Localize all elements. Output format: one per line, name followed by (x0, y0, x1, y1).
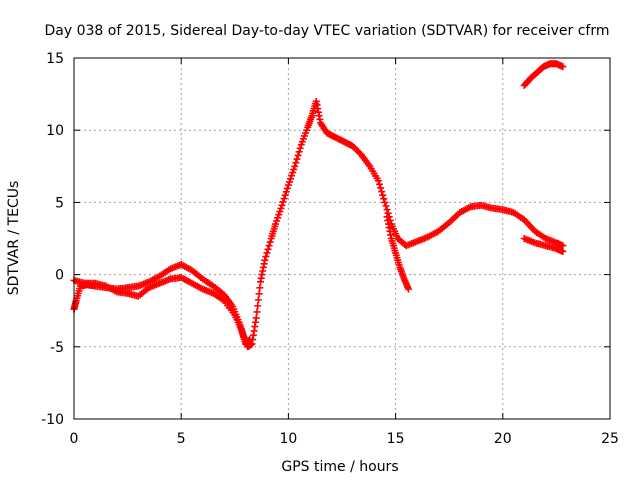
y-tick-label: 0 (55, 268, 64, 284)
data-point (384, 209, 392, 217)
axis-ticks: 0 5 10 15 20 25 -10 -5 0 5 10 15 (41, 51, 619, 447)
y-tick-label: 10 (46, 123, 64, 139)
data-point (282, 188, 290, 196)
data-point (254, 296, 262, 304)
plot-frame (73, 57, 611, 420)
data-point (378, 188, 386, 196)
data-series (520, 60, 567, 89)
data-point (262, 253, 270, 261)
y-tick-label: 5 (55, 195, 64, 211)
data-point (294, 151, 302, 159)
data-point (559, 63, 567, 71)
data-point (404, 285, 412, 293)
data-point (283, 184, 291, 192)
data-points (70, 60, 567, 351)
data-point (382, 202, 390, 210)
data-point (255, 290, 263, 298)
x-tick-label: 20 (494, 431, 512, 447)
data-point (278, 201, 286, 209)
x-axis-label: GPS time / hours (281, 459, 398, 475)
y-axis-label: SDTVAR / TECUs (6, 181, 22, 296)
x-tick-label: 25 (601, 431, 619, 447)
data-point (376, 180, 384, 188)
data-point (281, 191, 289, 199)
data-point (295, 148, 303, 156)
y-tick-label: -10 (41, 412, 64, 428)
data-point (246, 336, 254, 344)
data-point (263, 249, 271, 257)
data-series (70, 97, 567, 351)
data-point (383, 206, 391, 214)
chart-title: Day 038 of 2015, Sidereal Day-to-day VTE… (45, 23, 610, 39)
data-point (381, 198, 389, 206)
data-point (559, 247, 567, 255)
data-point (253, 308, 261, 316)
y-tick-label: -5 (50, 340, 64, 356)
data-point (292, 159, 300, 167)
data-point (252, 314, 260, 322)
data-point (264, 245, 272, 253)
x-tick-label: 5 (177, 431, 186, 447)
data-point (380, 195, 388, 203)
data-point (279, 198, 287, 206)
data-series (70, 213, 567, 348)
data-point (280, 195, 288, 203)
data-point (374, 177, 382, 185)
data-point (291, 162, 299, 170)
data-point (265, 242, 273, 250)
x-tick-label: 15 (387, 431, 405, 447)
data-point (379, 191, 387, 199)
data-point (293, 155, 301, 163)
x-tick-label: 0 (70, 431, 79, 447)
data-point (256, 284, 264, 292)
data-point (266, 238, 274, 246)
data-point (296, 144, 304, 152)
data-point (254, 302, 262, 310)
y-tick-label: 15 (46, 51, 64, 67)
x-tick-label: 10 (279, 431, 297, 447)
data-point (377, 184, 385, 192)
data-point (261, 256, 269, 264)
